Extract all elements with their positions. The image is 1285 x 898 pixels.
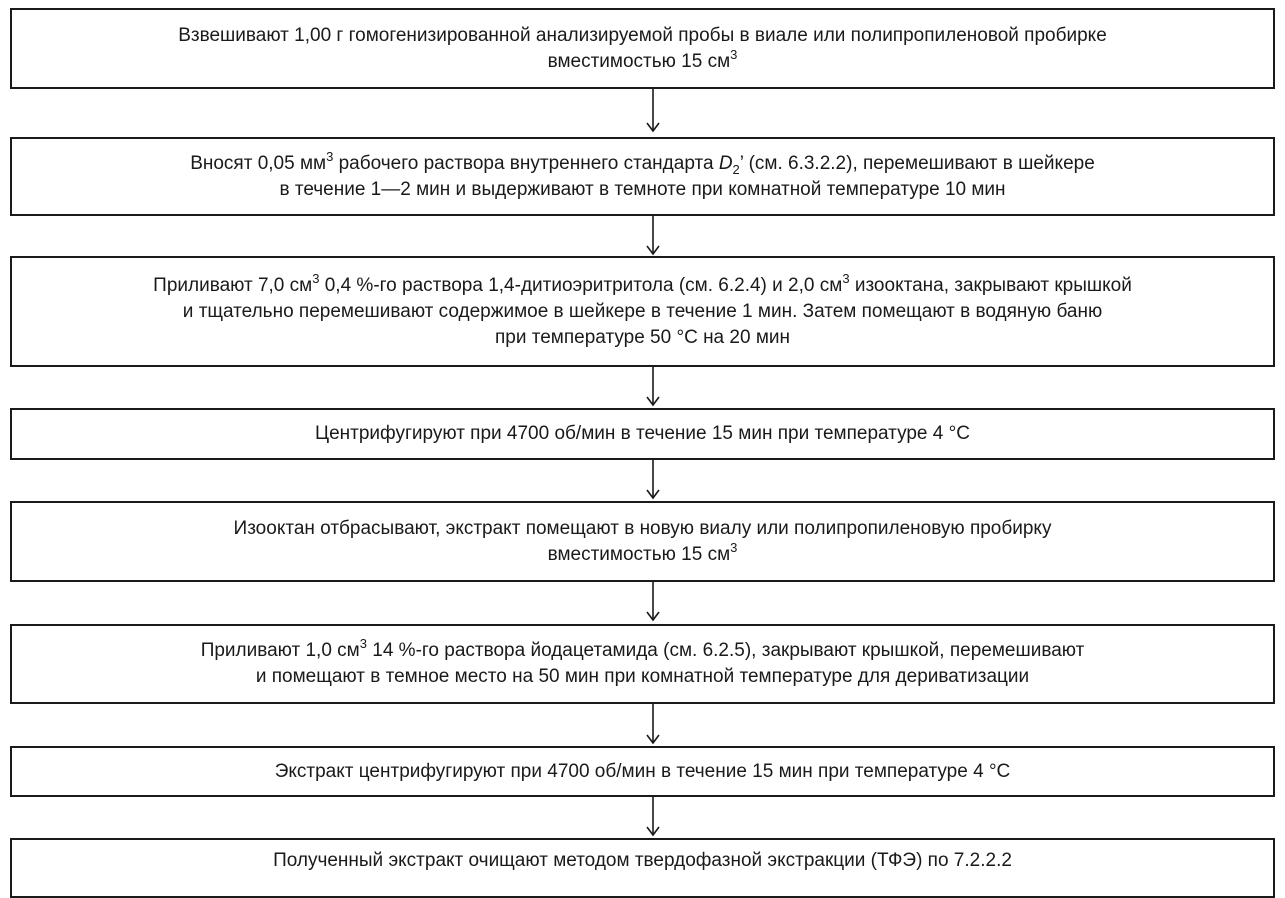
step-5-line-1: Изооктан отбрасывают, экстракт помещают …: [233, 517, 1052, 539]
step-2-line-2: в течение 1—2 мин и выдерживают в темнот…: [279, 178, 1006, 200]
step-6-box: Приливают 1,0 см3 14 %-го раствора йодац…: [10, 624, 1275, 704]
arrow-down-icon: [645, 582, 661, 622]
step-3-line-3: при температуре 50 °С на 20 мин: [495, 326, 790, 348]
step-1-line-2: вместимостью 15 см3: [547, 46, 738, 72]
step-7-box: Экстракт центрифугируют при 4700 об/мин …: [10, 746, 1275, 797]
arrow-down-icon: [645, 89, 661, 133]
step-8-line-1: Полученный экстракт очищают методом твер…: [273, 850, 1012, 871]
step-1-line-1: Взвешивают 1,00 г гомогенизированной ана…: [178, 24, 1107, 46]
arrow-down-icon: [645, 367, 661, 407]
step-6-line-1: Приливают 1,0 см3 14 %-го раствора йодац…: [200, 636, 1085, 661]
step-3-box: Приливают 7,0 см3 0,4 %-го раствора 1,4-…: [10, 256, 1275, 367]
step-2-box: Вносят 0,05 мм3 рабочего раствора внутре…: [10, 137, 1275, 216]
step-3-line-2: и тщательно перемешивают содержимое в ше…: [182, 300, 1103, 322]
arrow-down-icon: [645, 704, 661, 745]
step-3-line-1: Приливают 7,0 см3 0,4 %-го раствора 1,4-…: [153, 270, 1132, 296]
step-5-box: Изооктан отбрасывают, экстракт помещают …: [10, 501, 1275, 582]
arrow-down-icon: [645, 460, 661, 500]
step-8-box: Полученный экстракт очищают методом твер…: [10, 838, 1275, 898]
arrow-down-icon: [645, 797, 661, 837]
step-6-line-2: и помещают в темное место на 50 мин при …: [255, 666, 1030, 687]
step-5-line-2: вместимостью 15 см3: [547, 539, 738, 565]
step-4-box: Центрифугируют при 4700 об/мин в течение…: [10, 408, 1275, 460]
step-1-box: Взвешивают 1,00 г гомогенизированной ана…: [10, 8, 1275, 89]
step-7-line-1: Экстракт центрифугируют при 4700 об/мин …: [274, 760, 1011, 782]
step-2-line-1: Вносят 0,05 мм3 рабочего раствора внутре…: [190, 148, 1095, 177]
arrow-down-icon: [645, 216, 661, 256]
step-4-line-1: Центрифугируют при 4700 об/мин в течение…: [315, 423, 970, 444]
